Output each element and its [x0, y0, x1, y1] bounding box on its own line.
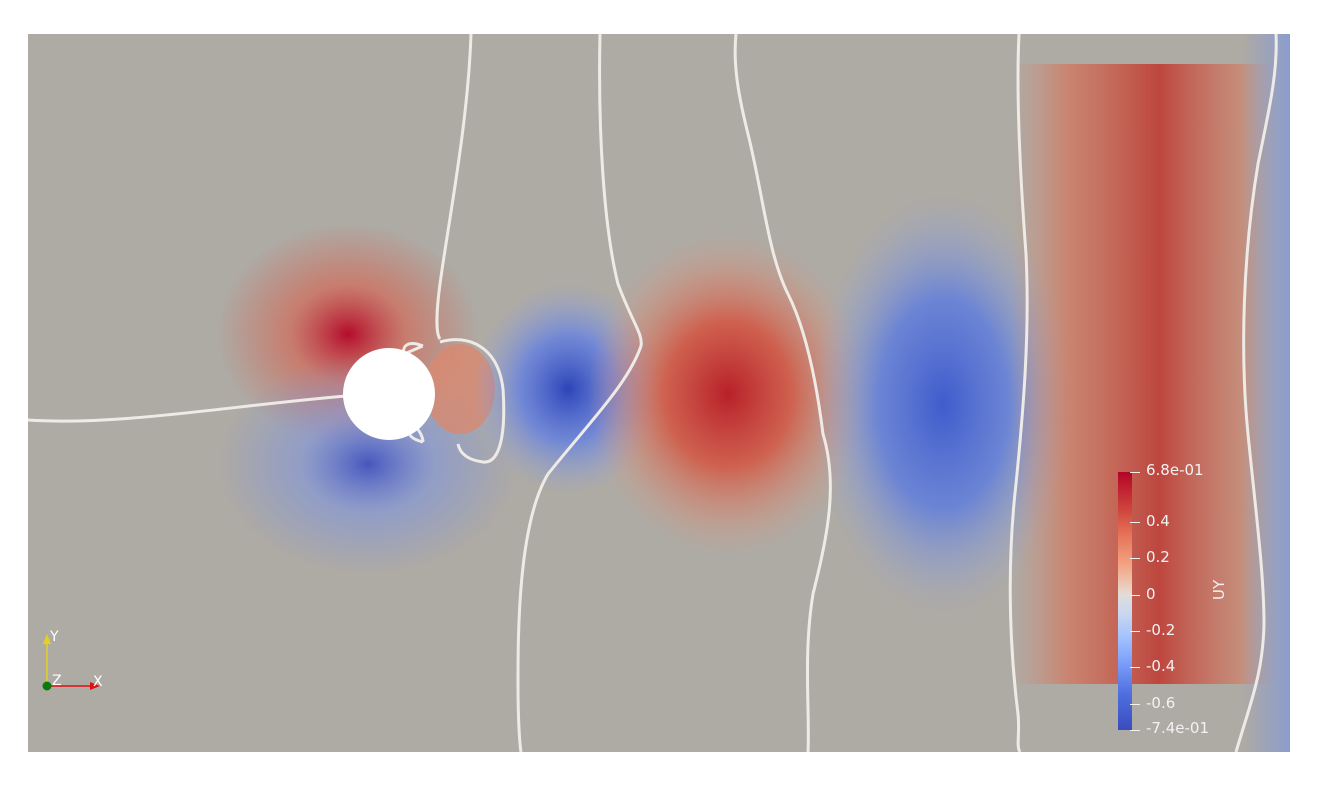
- x-axis-arrowhead: [90, 682, 100, 690]
- colorbar-tick: [1130, 704, 1140, 705]
- x-axis-label: X: [93, 674, 103, 690]
- z-axis-label: Z: [52, 673, 62, 689]
- colorbar-tick-max: [1130, 472, 1140, 473]
- colorbar-title: UY: [1210, 579, 1228, 600]
- colorbar-tick: [1130, 667, 1140, 668]
- colorbar-tick-label: -0.6: [1146, 694, 1176, 712]
- second-negative-vortex: [813, 194, 1073, 614]
- outflow-negative-band: [1243, 34, 1290, 752]
- cylinder-body: [343, 348, 435, 440]
- orientation-axes-widget: [42, 634, 100, 691]
- colorbar-tick: [1130, 595, 1140, 596]
- render-viewport[interactable]: [28, 34, 1290, 752]
- colorbar-tick-label: 0.2: [1146, 548, 1170, 566]
- y-axis-arrowhead: [43, 634, 51, 644]
- velocity-field-plot: [28, 34, 1290, 752]
- colorbar-scale: [1118, 472, 1132, 730]
- z-axis-dot: [42, 681, 52, 691]
- zero-contour-lines: [28, 34, 1278, 752]
- colorbar-tick-label: 0.4: [1146, 512, 1170, 530]
- colorbar-tick-label: -0.2: [1146, 621, 1176, 639]
- colorbar-tick: [1130, 558, 1140, 559]
- y-axis-label: Y: [50, 629, 59, 645]
- colorbar-tick-label: 0: [1146, 585, 1156, 603]
- colorbar-min-label: -7.4e-01: [1146, 719, 1209, 737]
- third-positive-band: [1013, 64, 1278, 684]
- colorbar-max-label: 6.8e-01: [1146, 461, 1204, 479]
- colorbar-tick: [1130, 631, 1140, 632]
- colorbar-tick-label: -0.4: [1146, 657, 1176, 675]
- colorbar-tick-min: [1130, 730, 1140, 731]
- colorbar-tick: [1130, 522, 1140, 523]
